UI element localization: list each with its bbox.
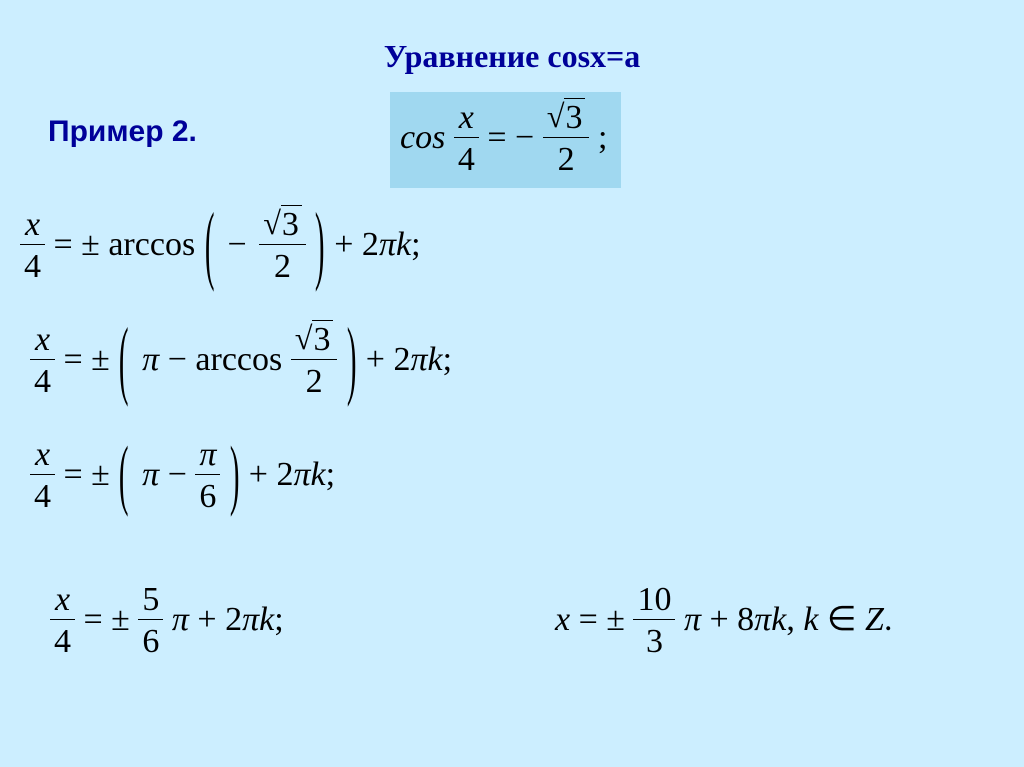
comma: , bbox=[786, 601, 803, 638]
num: x bbox=[30, 435, 55, 475]
pi: π bbox=[684, 601, 701, 638]
arccos: arccos bbox=[195, 341, 282, 378]
k2: k bbox=[803, 601, 818, 638]
result-left: x 4 = ± 5 6 π + 2πk; bbox=[50, 580, 284, 664]
elem-of: ∈ bbox=[818, 601, 865, 638]
page-title: Уравнение cosx=a bbox=[0, 0, 1024, 75]
num: 10 bbox=[633, 580, 675, 620]
k: k bbox=[311, 456, 326, 493]
example-label: Пример 2. bbox=[48, 115, 197, 149]
den: 4 bbox=[50, 620, 75, 664]
var-x: x bbox=[555, 601, 570, 638]
step-2: x 4 = ± ( π − arccos 3 2 ) + 2πk; bbox=[30, 320, 452, 404]
num: π bbox=[195, 435, 220, 475]
plus2: + 2 bbox=[249, 456, 294, 493]
frac-den: 2 bbox=[543, 138, 590, 182]
result-right: x = ± 10 3 π + 8πk, k ∈ Z. bbox=[555, 580, 892, 664]
eq-pm: = ± bbox=[64, 341, 110, 378]
pi: π bbox=[379, 226, 396, 263]
pi: π bbox=[138, 456, 159, 493]
k: k bbox=[428, 341, 443, 378]
frac-den: 4 bbox=[454, 138, 479, 182]
frac-num: x bbox=[454, 98, 479, 138]
radicand: 3 bbox=[312, 320, 333, 358]
plus2: + 2 bbox=[366, 341, 411, 378]
num: 5 bbox=[138, 580, 163, 620]
eq-pm: = ± bbox=[64, 456, 110, 493]
k: k bbox=[396, 226, 411, 263]
den: 4 bbox=[30, 475, 55, 519]
plus: + 8 bbox=[709, 601, 754, 638]
den: 6 bbox=[195, 475, 220, 519]
step-1: x 4 = ± arccos ( − 3 2 ) + 2πk; bbox=[20, 205, 421, 289]
eq-pm: = ± bbox=[54, 226, 100, 263]
step-3: x 4 = ± ( π − π 6 ) + 2πk; bbox=[30, 435, 335, 519]
num: x bbox=[20, 205, 45, 245]
den: 2 bbox=[291, 360, 338, 404]
period: . bbox=[884, 601, 893, 638]
den: 2 bbox=[259, 245, 306, 289]
eq-pm: = ± bbox=[579, 601, 625, 638]
tail: ; bbox=[411, 226, 420, 263]
minus-sign: − bbox=[515, 119, 534, 156]
pi: π bbox=[754, 601, 771, 638]
pi: π bbox=[138, 341, 159, 378]
set-z: Z bbox=[865, 601, 884, 638]
plus: + 2 bbox=[197, 601, 242, 638]
eq-pm: = ± bbox=[84, 601, 130, 638]
neg: − bbox=[224, 226, 251, 263]
pi: π bbox=[410, 341, 427, 378]
den: 3 bbox=[633, 620, 675, 664]
main-equation-box: cos x 4 = − 3 2 ; bbox=[390, 92, 621, 188]
den: 4 bbox=[30, 360, 55, 404]
plus2: + 2 bbox=[334, 226, 379, 263]
equals: = bbox=[487, 119, 515, 156]
radicand: 3 bbox=[564, 98, 585, 136]
semicolon: ; bbox=[598, 119, 607, 156]
pi: π bbox=[293, 456, 310, 493]
func-cos: cos bbox=[400, 119, 445, 156]
minus: − bbox=[168, 456, 196, 493]
tail: ; bbox=[443, 341, 452, 378]
pi: π bbox=[172, 601, 189, 638]
main-equation: cos x 4 = − 3 2 ; bbox=[400, 119, 607, 156]
arccos: arccos bbox=[108, 226, 195, 263]
den: 6 bbox=[138, 620, 163, 664]
num: x bbox=[50, 580, 75, 620]
minus: − bbox=[168, 341, 196, 378]
radicand: 3 bbox=[281, 205, 302, 243]
num: x bbox=[30, 320, 55, 360]
pi: π bbox=[242, 601, 259, 638]
den: 4 bbox=[20, 245, 45, 289]
k: k bbox=[771, 601, 786, 638]
k: k bbox=[259, 601, 274, 638]
tail: ; bbox=[274, 601, 283, 638]
tail: ; bbox=[326, 456, 335, 493]
